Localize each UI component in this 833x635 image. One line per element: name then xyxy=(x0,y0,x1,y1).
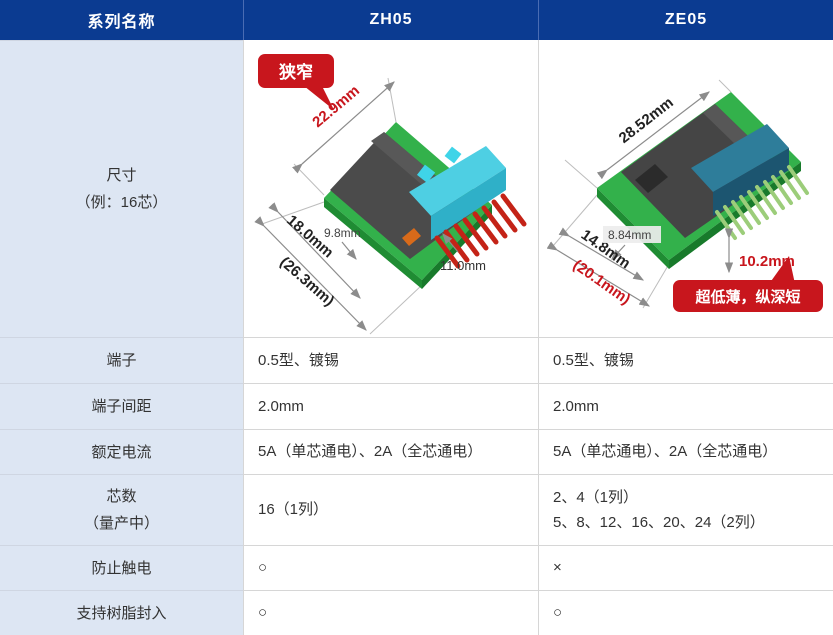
zh05-dim-pin-label: 11.0mm xyxy=(440,258,486,273)
row-label-pin-count: 芯数 （量产中） xyxy=(0,474,243,545)
ze05-pin-count-line2: 5、8、12、16、20、24（2列） xyxy=(553,514,765,531)
zh05-resin-sealing-mark: ○ xyxy=(258,604,268,622)
ze05-dim-height-label: 8.84mm xyxy=(608,228,651,242)
zh05-pin-count-value: 16（1列） xyxy=(243,474,538,545)
header-series-label: 系列名称 xyxy=(87,14,156,31)
zh05-pitch-text: 2.0mm xyxy=(258,397,304,415)
row-label-terminal: 端子 xyxy=(0,337,243,383)
size-sublabel: （例：16芯） xyxy=(75,194,168,211)
row-label-pitch: 端子间距 xyxy=(0,383,243,429)
zh05-touch-protection-value: ○ xyxy=(243,545,538,590)
header-zh05: ZH05 xyxy=(243,0,538,40)
row-label-resin-sealing: 支持树脂封入 xyxy=(0,590,243,635)
zh05-diagram-cell: 22.9mm 18.0mm (26.3mm) 9.8mm 11.0mm 狭窄 xyxy=(243,40,538,337)
zh05-connector-illustration: 22.9mm 18.0mm (26.3mm) 9.8mm 11.0mm 狭窄 xyxy=(254,54,527,335)
ze05-dimension-lines xyxy=(546,91,734,307)
pin-count-label: 芯数 xyxy=(106,488,137,505)
zh05-terminal-value: 0.5型、镀锡 xyxy=(243,337,538,383)
ze05-shroud xyxy=(691,124,789,216)
touch-protection-label: 防止触电 xyxy=(91,559,152,577)
zh05-badge: 狭窄 xyxy=(258,54,334,110)
ze05-current-value: 5A（单芯通电）、2A（全芯通电） xyxy=(538,429,833,474)
zh05-dim-depth-total-label: (26.3mm) xyxy=(277,254,338,310)
current-label: 额定电流 xyxy=(91,443,152,461)
zh05-pin-count-text: 16（1列） xyxy=(258,501,329,519)
zh05-terminal-text: 0.5型、镀锡 xyxy=(258,351,339,369)
header-zh05-label: ZH05 xyxy=(369,11,413,28)
ze05-connector-illustration: 28.52mm 14.8mm (20.1mm) 8.84mm 10.2mm 超低… xyxy=(546,79,823,312)
zh05-resin-sealing-value: ○ xyxy=(243,590,538,635)
ze05-pitch-value: 2.0mm xyxy=(538,383,833,429)
row-label-touch-protection: 防止触电 xyxy=(0,545,243,590)
ze05-resin-sealing-mark: ○ xyxy=(553,604,563,622)
zh05-dimension-lines xyxy=(254,81,459,331)
ze05-pitch-text: 2.0mm xyxy=(553,397,599,415)
size-label: 尺寸 xyxy=(106,167,137,184)
row-label-size: 尺寸 （例：16芯） xyxy=(0,40,243,337)
terminal-label: 端子 xyxy=(106,352,137,369)
zh05-current-value: 5A（单芯通电）、2A（全芯通电） xyxy=(243,429,538,474)
ze05-touch-protection-value: × xyxy=(538,545,833,590)
pitch-label: 端子间距 xyxy=(91,398,152,415)
ze05-terminal-text: 0.5型、镀锡 xyxy=(553,351,634,369)
header-ze05-label: ZE05 xyxy=(664,11,708,28)
ze05-pin-count-line1: 2、4（1列） xyxy=(553,488,639,506)
ze05-current-text: 5A（单芯通电）、2A（全芯通电） xyxy=(553,443,778,461)
row-label-current: 额定电流 xyxy=(0,429,243,474)
ze05-diagram-cell: 28.52mm 14.8mm (20.1mm) 8.84mm 10.2mm 超低… xyxy=(538,40,833,337)
ze05-badge-text: 超低薄，纵深短 xyxy=(694,288,800,306)
header-ze05: ZE05 xyxy=(538,0,833,40)
ze05-pin-count-value: 2、4（1列） 5、8、12、16、20、24（2列） xyxy=(538,474,833,545)
zh05-dim-height-label: 9.8mm xyxy=(324,226,361,240)
resin-sealing-label: 支持树脂封入 xyxy=(76,604,167,622)
zh05-touch-protection-mark: ○ xyxy=(258,559,268,577)
ze05-dim-pin-label: 10.2mm xyxy=(739,253,795,270)
zh05-current-text: 5A（单芯通电）、2A（全芯通电） xyxy=(258,443,483,461)
ze05-badge: 超低薄，纵深短 xyxy=(673,256,823,312)
zh05-pitch-value: 2.0mm xyxy=(243,383,538,429)
zh05-shroud xyxy=(402,146,506,246)
pin-count-sublabel: （量产中） xyxy=(83,515,159,532)
ze05-resin-sealing-value: ○ xyxy=(538,590,833,635)
ze05-terminal-value: 0.5型、镀锡 xyxy=(538,337,833,383)
ze05-touch-protection-mark: × xyxy=(553,559,562,577)
ze05-pins xyxy=(715,165,809,240)
header-series-name: 系列名称 xyxy=(0,0,243,40)
ze05-dim-height-chip: 8.84mm xyxy=(603,226,661,243)
zh05-badge-text: 狭窄 xyxy=(278,62,313,82)
